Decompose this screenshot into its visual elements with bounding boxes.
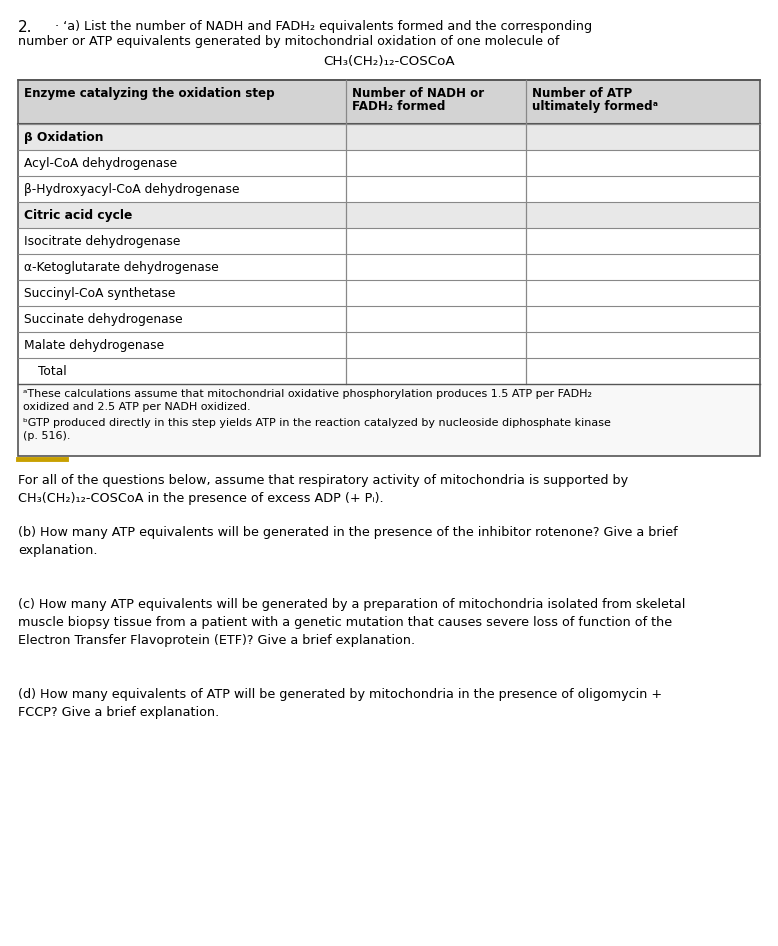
Text: 2.: 2. <box>18 20 33 35</box>
Text: For all of the questions below, assume that respiratory activity of mitochondria: For all of the questions below, assume t… <box>18 474 628 505</box>
Text: Number of NADH or: Number of NADH or <box>352 87 484 100</box>
Text: β Oxidation: β Oxidation <box>24 131 103 144</box>
Text: (d) How many equivalents of ATP will be generated by mitochondria in the presenc: (d) How many equivalents of ATP will be … <box>18 688 662 719</box>
Text: (b) How many ATP equivalents will be generated in the presence of the inhibitor : (b) How many ATP equivalents will be gen… <box>18 526 678 557</box>
Text: Succinate dehydrogenase: Succinate dehydrogenase <box>24 313 183 326</box>
Text: ultimately formedᵃ: ultimately formedᵃ <box>532 100 658 113</box>
Bar <box>18 202 760 228</box>
Bar <box>18 80 760 456</box>
Text: CH₃(CH₂)₁₂-COSCoA: CH₃(CH₂)₁₂-COSCoA <box>323 55 455 68</box>
Text: · ʻa) List the number of NADH and FADH₂ equivalents formed and the corresponding: · ʻa) List the number of NADH and FADH₂ … <box>55 20 592 33</box>
Text: Succinyl-CoA synthetase: Succinyl-CoA synthetase <box>24 287 175 300</box>
Text: β-Hydroxyacyl-CoA dehydrogenase: β-Hydroxyacyl-CoA dehydrogenase <box>24 183 240 196</box>
Bar <box>18 80 760 124</box>
Text: FADH₂ formed: FADH₂ formed <box>352 100 445 113</box>
Text: α-Ketoglutarate dehydrogenase: α-Ketoglutarate dehydrogenase <box>24 261 219 274</box>
Text: Number of ATP: Number of ATP <box>532 87 633 100</box>
Text: Citric acid cycle: Citric acid cycle <box>24 209 132 222</box>
Text: Acyl-CoA dehydrogenase: Acyl-CoA dehydrogenase <box>24 157 177 170</box>
Text: Isocitrate dehydrogenase: Isocitrate dehydrogenase <box>24 235 180 248</box>
Text: ᵃThese calculations assume that mitochondrial oxidative phosphorylation produces: ᵃThese calculations assume that mitochon… <box>23 389 592 412</box>
Text: Total: Total <box>38 365 67 378</box>
Text: Enzyme catalyzing the oxidation step: Enzyme catalyzing the oxidation step <box>24 87 275 100</box>
Text: number or ATP equivalents generated by mitochondrial oxidation of one molecule o: number or ATP equivalents generated by m… <box>18 35 559 48</box>
Text: Malate dehydrogenase: Malate dehydrogenase <box>24 339 164 352</box>
Bar <box>18 384 760 456</box>
Text: ᵇGTP produced directly in this step yields ATP in the reaction catalyzed by nucl: ᵇGTP produced directly in this step yiel… <box>23 418 611 441</box>
Text: (c) How many ATP equivalents will be generated by a preparation of mitochondria : (c) How many ATP equivalents will be gen… <box>18 598 685 647</box>
Bar <box>18 124 760 150</box>
